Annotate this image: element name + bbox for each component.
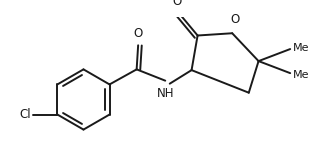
Text: Me: Me xyxy=(293,70,310,80)
Text: NH: NH xyxy=(157,87,175,100)
Text: O: O xyxy=(134,27,143,40)
Text: O: O xyxy=(172,0,181,8)
Text: Me: Me xyxy=(293,43,310,52)
Text: Cl: Cl xyxy=(20,108,31,121)
Text: O: O xyxy=(231,13,240,26)
